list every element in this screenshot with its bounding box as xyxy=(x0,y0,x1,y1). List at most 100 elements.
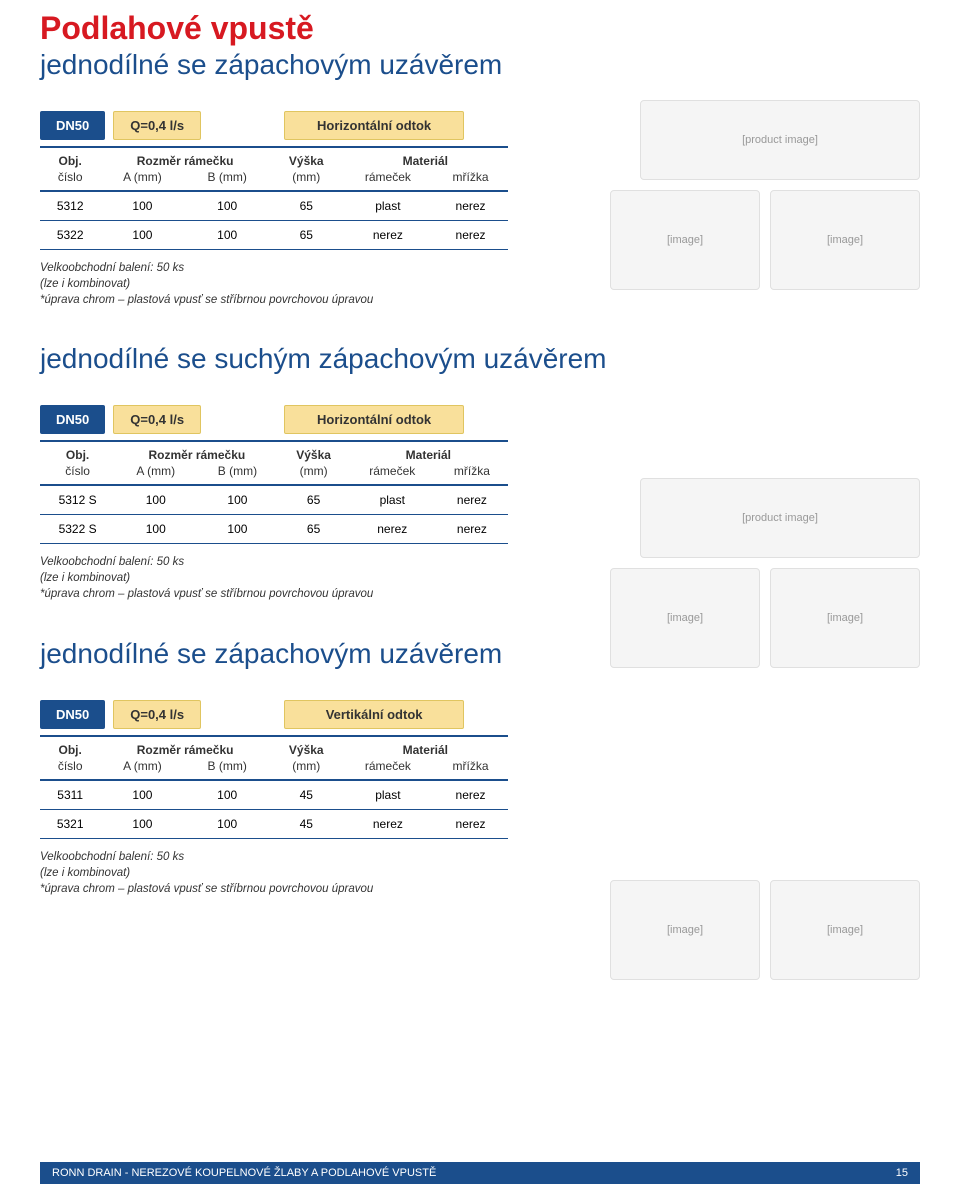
tab-dn: DN50 xyxy=(40,700,105,729)
tab-dn: DN50 xyxy=(40,111,105,140)
th-ramecek: rámeček xyxy=(343,170,433,191)
th-cislo: číslo xyxy=(40,464,115,485)
tab-row: DN50 Q=0,4 l/s Horizontální odtok xyxy=(40,405,920,434)
th-b: B (mm) xyxy=(185,759,270,780)
data-table-1: Obj. Rozměr rámečku Výška Materiál číslo… xyxy=(40,146,508,250)
th-mm: (mm) xyxy=(279,464,349,485)
cell-b: 100 xyxy=(196,485,278,515)
tab-odtok: Horizontální odtok xyxy=(284,405,464,434)
th-vyska: Výška xyxy=(270,736,343,759)
cell-cislo: 5322 S xyxy=(40,515,115,544)
tab-odtok: Vertikální odtok xyxy=(284,700,464,729)
image-block-1: [product image] [image] [image] xyxy=(610,100,920,290)
footer-text: RONN DRAIN - NEREZOVÉ KOUPELNOVÉ ŽLABY A… xyxy=(52,1167,436,1179)
cell-mm: 65 xyxy=(279,485,349,515)
footer-page: 15 xyxy=(896,1167,908,1179)
cell-mrizka: nerez xyxy=(433,191,508,221)
tab-q: Q=0,4 l/s xyxy=(113,405,201,434)
th-material: Materiál xyxy=(349,441,508,464)
note-line: (lze i kombinovat) xyxy=(40,865,920,881)
table-row: 5312 S 100 100 65 plast nerez xyxy=(40,485,508,515)
product-image: [image] xyxy=(610,568,760,668)
th-mrizka: mřížka xyxy=(433,759,508,780)
th-cislo: číslo xyxy=(40,170,100,191)
cell-cislo: 5312 xyxy=(40,191,100,221)
cell-mrizka: nerez xyxy=(436,515,508,544)
cell-ramecek: nerez xyxy=(349,515,436,544)
table-row: 5322 100 100 65 nerez nerez xyxy=(40,221,508,250)
section-title-1: jednodílné se zápachovým uzávěrem xyxy=(40,49,920,81)
product-image: [image] xyxy=(770,190,920,290)
th-rozmer: Rozměr rámečku xyxy=(100,736,270,759)
cell-cislo: 5311 xyxy=(40,780,100,810)
cell-a: 100 xyxy=(100,191,184,221)
data-table-2: Obj. Rozměr rámečku Výška Materiál číslo… xyxy=(40,440,508,544)
footer-bar: RONN DRAIN - NEREZOVÉ KOUPELNOVÉ ŽLABY A… xyxy=(40,1162,920,1184)
th-ramecek: rámeček xyxy=(343,759,433,780)
tab-q: Q=0,4 l/s xyxy=(113,111,201,140)
cell-cislo: 5312 S xyxy=(40,485,115,515)
cell-mrizka: nerez xyxy=(433,221,508,250)
product-image: [image] xyxy=(770,880,920,980)
section-title-2: jednodílné se suchým zápachovým uzávěrem xyxy=(40,343,920,375)
tab-dn: DN50 xyxy=(40,405,105,434)
th-a: A (mm) xyxy=(115,464,196,485)
table-row: 5322 S 100 100 65 nerez nerez xyxy=(40,515,508,544)
product-image: [image] xyxy=(770,568,920,668)
th-a: A (mm) xyxy=(100,759,184,780)
cell-mm: 65 xyxy=(270,191,343,221)
tab-row: DN50 Q=0,4 l/s Vertikální odtok xyxy=(40,700,920,729)
cell-mrizka: nerez xyxy=(436,485,508,515)
th-b: B (mm) xyxy=(196,464,278,485)
th-material: Materiál xyxy=(343,736,508,759)
table-row: 5312 100 100 65 plast nerez xyxy=(40,191,508,221)
th-vyska: Výška xyxy=(279,441,349,464)
cell-ramecek: plast xyxy=(343,780,433,810)
cell-a: 100 xyxy=(100,780,184,810)
tab-odtok: Horizontální odtok xyxy=(284,111,464,140)
product-image: [product image] xyxy=(640,478,920,558)
th-mrizka: mřížka xyxy=(436,464,508,485)
cell-mm: 45 xyxy=(270,780,343,810)
th-vyska: Výška xyxy=(270,147,343,170)
product-image: [image] xyxy=(610,190,760,290)
product-image: [image] xyxy=(610,880,760,980)
th-material: Materiál xyxy=(343,147,508,170)
product-image: [product image] xyxy=(640,100,920,180)
th-ramecek: rámeček xyxy=(349,464,436,485)
image-block-2: [product image] [image] [image] xyxy=(610,478,920,668)
tab-q: Q=0,4 l/s xyxy=(113,700,201,729)
note-line: *úprava chrom – plastová vpusť se stříbr… xyxy=(40,292,920,308)
cell-cislo: 5321 xyxy=(40,809,100,838)
cell-b: 100 xyxy=(185,780,270,810)
cell-mrizka: nerez xyxy=(433,809,508,838)
table-row: 5311 100 100 45 plast nerez xyxy=(40,780,508,810)
th-obj: Obj. xyxy=(40,147,100,170)
cell-ramecek: plast xyxy=(349,485,436,515)
cell-mm: 45 xyxy=(270,809,343,838)
th-mm: (mm) xyxy=(270,759,343,780)
cell-ramecek: plast xyxy=(343,191,433,221)
th-b: B (mm) xyxy=(185,170,270,191)
table-row: 5321 100 100 45 nerez nerez xyxy=(40,809,508,838)
section-3: DN50 Q=0,4 l/s Vertikální odtok Obj. Roz… xyxy=(40,700,920,897)
cell-b: 100 xyxy=(196,515,278,544)
cell-b: 100 xyxy=(185,191,270,221)
cell-a: 100 xyxy=(100,221,184,250)
cell-ramecek: nerez xyxy=(343,809,433,838)
th-mm: (mm) xyxy=(270,170,343,191)
cell-ramecek: nerez xyxy=(343,221,433,250)
th-rozmer: Rozměr rámečku xyxy=(115,441,278,464)
th-mrizka: mřížka xyxy=(433,170,508,191)
cell-a: 100 xyxy=(115,515,196,544)
cell-mm: 65 xyxy=(270,221,343,250)
th-obj: Obj. xyxy=(40,736,100,759)
th-cislo: číslo xyxy=(40,759,100,780)
cell-a: 100 xyxy=(100,809,184,838)
page-title: Podlahové vpustě xyxy=(40,10,920,47)
cell-mrizka: nerez xyxy=(433,780,508,810)
cell-b: 100 xyxy=(185,809,270,838)
cell-cislo: 5322 xyxy=(40,221,100,250)
data-table-3: Obj. Rozměr rámečku Výška Materiál číslo… xyxy=(40,735,508,839)
cell-a: 100 xyxy=(115,485,196,515)
